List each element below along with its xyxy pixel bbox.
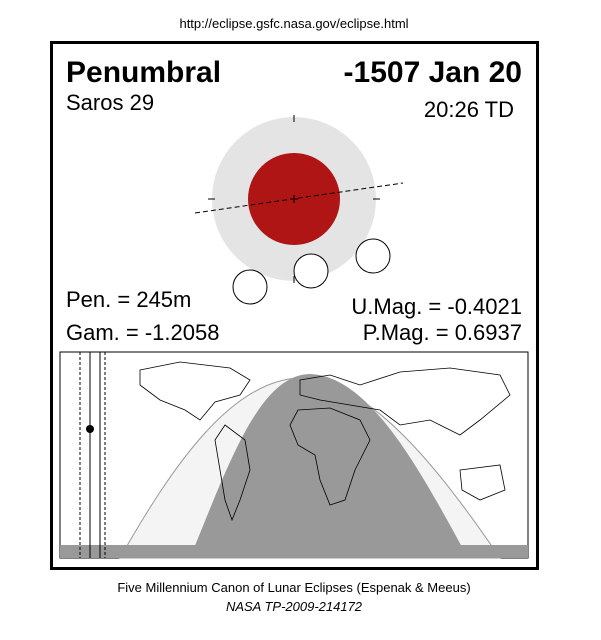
map: [59, 351, 529, 559]
ticks: [208, 115, 380, 283]
gam: Gam. = -1.2058: [66, 320, 219, 345]
ecliptic: [194, 182, 404, 214]
umag: U.Mag. = -0.4021: [351, 294, 522, 319]
saros: Saros 29: [66, 90, 154, 115]
moon-positions: [232, 238, 391, 305]
eclipse-type: Penumbral: [66, 56, 221, 89]
reference: NASA TP-2009-214172: [226, 599, 363, 614]
canon: Five Millennium Canon of Lunar Eclipses …: [117, 580, 470, 595]
time: 20:26 TD: [424, 97, 514, 122]
eclipse-date: -1507 Jan 20: [344, 56, 522, 89]
url: http://eclipse.gsfc.nasa.gov/eclipse.htm…: [179, 16, 408, 31]
pmag: P.Mag. = 0.6937: [363, 320, 522, 345]
pen: Pen. = 245m: [66, 287, 191, 312]
